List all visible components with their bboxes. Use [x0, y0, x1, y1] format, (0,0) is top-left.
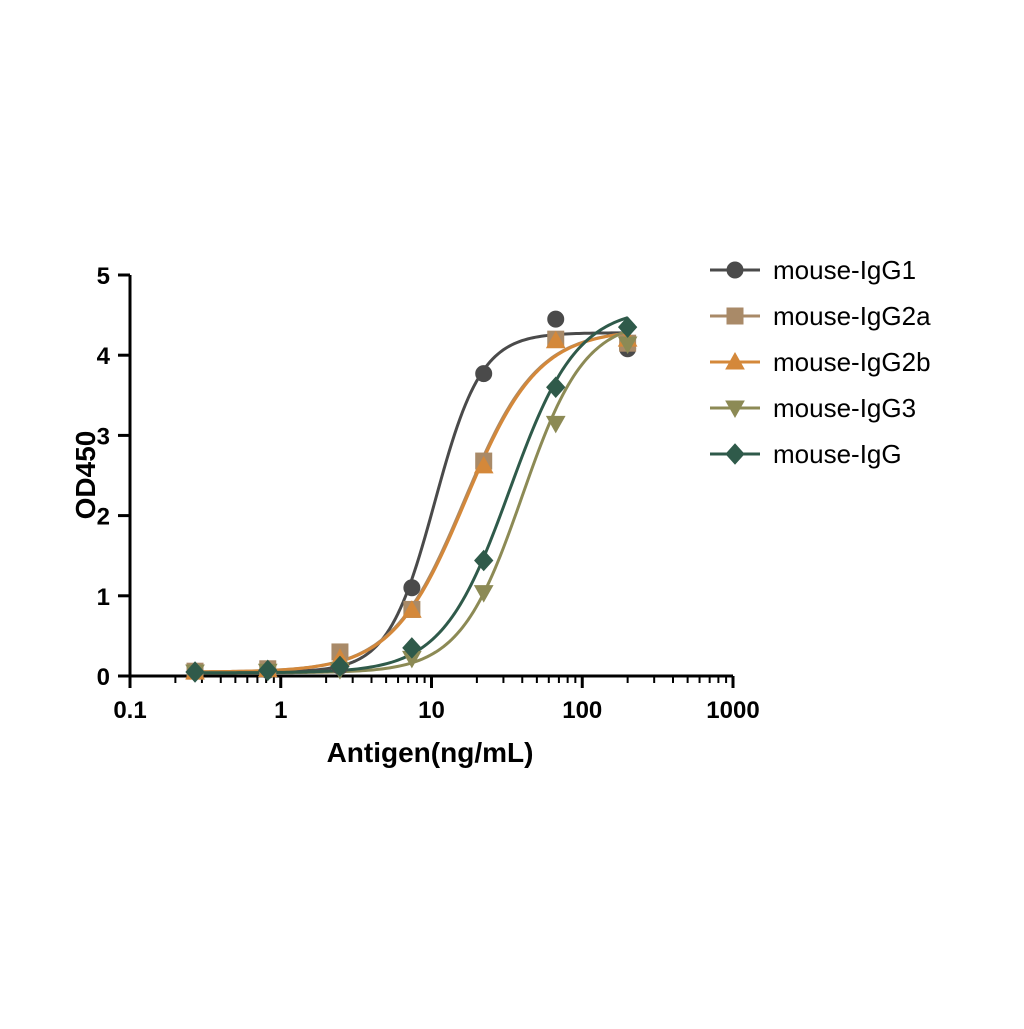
legend-label-mouse-igg2b: mouse-IgG2b: [773, 347, 931, 377]
data-point-mouse-igg: [617, 316, 638, 338]
data-point-mouse-igg1: [403, 579, 421, 597]
x-tick-label: 10: [418, 697, 445, 724]
y-tick-label: 4: [97, 343, 111, 370]
data-point-mouse-igg: [402, 637, 422, 659]
x-tick-label: 1000: [706, 697, 759, 724]
fit-curve-mouse-igg: [195, 316, 629, 675]
data-point-mouse-igg: [258, 659, 278, 682]
x-tick-label: 0.1: [113, 697, 146, 724]
y-tick-label: 0: [97, 664, 110, 691]
fit-curve-mouse-igg2a: [195, 331, 628, 674]
y-tick-label: 1: [97, 584, 110, 611]
data-point-mouse-igg2b: [545, 330, 566, 349]
legend-marker-mouse-igg: [725, 443, 745, 465]
axes: 0.1 1 10 100 1000 0 1 2 3 4 5: [97, 263, 760, 724]
legend-marker-mouse-igg1: [726, 261, 744, 279]
data-point-mouse-igg: [546, 376, 566, 399]
legend-label-mouse-igg: mouse-IgG: [773, 439, 902, 469]
data-point-mouse-igg1: [547, 310, 565, 328]
y-tick-label: 5: [97, 263, 110, 290]
x-tick-label: 100: [562, 697, 602, 724]
legend-label-mouse-igg3: mouse-IgG3: [773, 393, 916, 423]
fit-curve-mouse-igg3: [195, 329, 629, 675]
legend-marker-mouse-igg2b: [725, 351, 745, 370]
data-point-mouse-igg: [330, 655, 350, 678]
data-point-mouse-igg2b: [473, 455, 494, 474]
x-tick-label: 1: [274, 697, 287, 724]
data-points: [185, 310, 638, 683]
x-axis-title: Antigen(ng/mL): [327, 737, 534, 768]
data-point-mouse-igg: [474, 549, 494, 572]
legend-marker-mouse-igg2a: [726, 307, 744, 325]
legend-label-mouse-igg1: mouse-IgG1: [773, 255, 916, 285]
data-point-mouse-igg3: [545, 415, 566, 434]
legend-label-mouse-igg2a: mouse-IgG2a: [773, 301, 931, 331]
data-point-mouse-igg2b: [402, 600, 422, 618]
y-axis-title: OD450: [70, 431, 101, 520]
data-point-mouse-igg1: [475, 365, 493, 383]
y-tick-label: 2: [97, 504, 110, 531]
legend: mouse-IgG1 mouse-IgG2a mouse-IgG2b mouse-Ig…: [710, 255, 931, 469]
data-point-mouse-igg: [185, 661, 205, 683]
fit-curve-mouse-igg2b: [195, 331, 628, 674]
legend-marker-mouse-igg3: [725, 400, 745, 419]
fit-curves: [195, 316, 629, 675]
fit-curve-mouse-igg1: [195, 331, 628, 674]
data-point-mouse-igg3: [473, 585, 494, 603]
y-tick-label: 3: [97, 423, 110, 450]
